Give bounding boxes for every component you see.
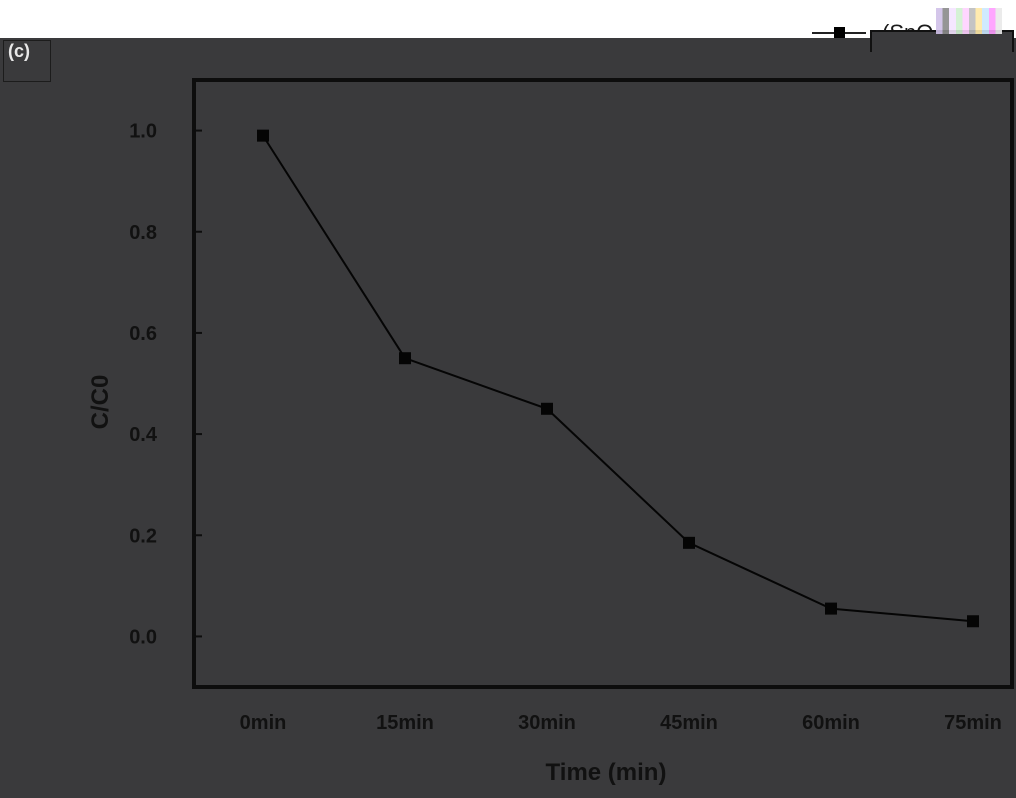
y-tick-label: 1.0	[129, 121, 157, 143]
x-tick-label: 15min	[376, 712, 434, 734]
y-tick-label: 0.8	[129, 222, 157, 244]
image-artifact	[936, 8, 1002, 34]
legend-square-marker-icon	[834, 27, 845, 38]
x-tick-label: 0min	[240, 712, 287, 734]
data-point-marker	[257, 129, 269, 142]
y-tick-label: 0.4	[129, 424, 158, 446]
data-point-marker	[541, 402, 553, 415]
plot-frame	[192, 78, 1014, 689]
series-line	[262, 135, 974, 623]
y-tick-label: 0.2	[129, 525, 157, 547]
x-tick-label: 45min	[660, 712, 718, 734]
x-tick-label: 30min	[518, 712, 576, 734]
data-point-marker	[683, 536, 695, 549]
data-point-marker	[399, 352, 411, 365]
data-point-marker	[825, 602, 837, 615]
x-axis-label: Time (min)	[546, 759, 667, 786]
data-point-marker	[967, 615, 979, 628]
axes: C/C0 Time (min)	[87, 78, 1014, 786]
x-axis-ticks: 0min 15min 30min 45min 60min 75min	[240, 712, 1002, 734]
series	[257, 129, 979, 628]
x-tick-label: 60min	[802, 712, 860, 734]
y-axis-ticks: 0.0 0.2 0.4 0.6 0.8 1.0	[129, 121, 202, 648]
plot-background	[0, 38, 1016, 798]
y-tick-label: 0.0	[129, 626, 157, 648]
y-tick-label: 0.6	[129, 323, 157, 345]
panel-label: (c)	[3, 40, 51, 82]
x-tick-label: 75min	[944, 712, 1002, 734]
y-axis-label: C/C0	[87, 375, 114, 430]
